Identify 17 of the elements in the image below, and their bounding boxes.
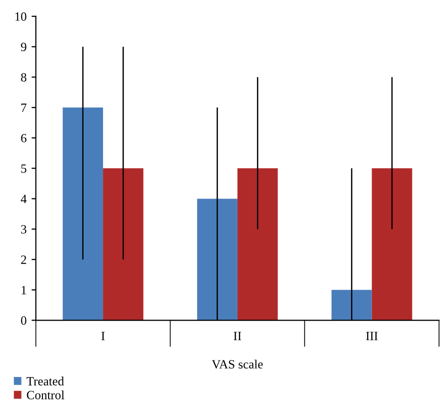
y-tick-label: 7: [21, 104, 26, 112]
y-tick-label: 10: [15, 12, 26, 21]
y-tick-label: 0: [21, 316, 26, 325]
legend-label: Treated: [26, 376, 64, 386]
x-tick-label: I: [101, 332, 105, 340]
x-axis-title: VAS scale: [212, 360, 263, 369]
y-tick-label: 5: [21, 164, 26, 173]
x-tick-label: II: [234, 332, 242, 340]
y-tick-label: 6: [21, 134, 26, 142]
y-tick-label: 4: [20, 194, 27, 204]
x-tick-label: III: [366, 332, 378, 340]
y-tick-label: 2: [21, 256, 26, 264]
y-tick-label: 8: [21, 73, 26, 82]
legend-label: Control: [26, 390, 64, 400]
y-tick-label: 3: [21, 225, 26, 234]
y-tick-label: 9: [20, 42, 26, 52]
y-tick-label: 1: [22, 286, 26, 294]
